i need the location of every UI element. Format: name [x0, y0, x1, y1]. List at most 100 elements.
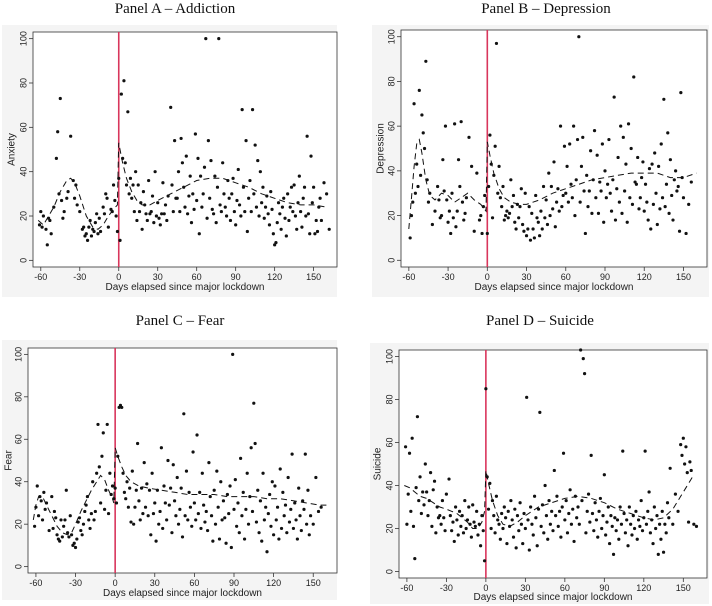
panel-a-data-point [152, 221, 156, 225]
panel-d-data-point [464, 526, 468, 531]
panel-d-data-point [452, 539, 456, 544]
panel-c-data-point [305, 522, 309, 526]
panel-d-data-point [425, 490, 429, 494]
panel-c-data-point [162, 484, 166, 488]
panel-d-data-point [598, 496, 602, 501]
panel-a-ytick-label: 0 [18, 258, 28, 263]
panel-a-data-point [231, 176, 235, 180]
panel-d-data-point [451, 520, 455, 524]
panel-d-data-point [551, 529, 555, 533]
panel-a-title: Panel A – Addiction [114, 1, 236, 17]
panel-a-data-point [283, 216, 287, 220]
panel-b-data-point [596, 211, 601, 215]
panel-d-data-point [565, 531, 570, 535]
panel-a-data-point [197, 232, 201, 236]
panel-c-data-point [273, 484, 277, 488]
panel-d-data-point [647, 490, 651, 494]
panel-a-data-point [128, 176, 133, 180]
panel-d-data-point [548, 522, 552, 526]
panel-d-data-point [550, 509, 554, 513]
panel-d-data-point [505, 541, 509, 546]
panel-b-data-point [561, 193, 565, 198]
panel-a-ytick-label: 60 [18, 122, 28, 132]
panel-b-data-point [599, 189, 603, 193]
panel-d-data-point [461, 531, 466, 535]
panel-b-data-point [552, 160, 556, 164]
panel-a-data-point [78, 209, 82, 214]
panel-a-data-point [135, 218, 139, 223]
panel-a-data-point [132, 209, 136, 214]
panel-b-data-point [411, 200, 415, 204]
panel-d-data-point [554, 514, 558, 518]
panel-b-data-point [420, 113, 424, 117]
panel-b-data-point [518, 205, 522, 209]
panel-b-data-point [408, 236, 412, 240]
panel-c-data-point [219, 480, 223, 484]
panel-c-data-point [203, 520, 207, 524]
panel-b-data-point [535, 216, 539, 220]
panel-b-data-point [464, 196, 468, 200]
panel-d-data-point [442, 516, 446, 520]
panel-b-data-point [412, 102, 416, 106]
panel-a-data-point [325, 192, 329, 196]
panel-d-data-point [494, 494, 499, 498]
panel-a-data-point [161, 181, 165, 185]
panel-b-data-point [543, 216, 547, 220]
panel-a-data-point [180, 161, 185, 165]
panel-a-data-point [178, 209, 182, 214]
panel-d-data-point [459, 524, 463, 528]
panel-b-data-point [447, 209, 451, 213]
panel-c-data-point [88, 526, 92, 531]
panel-b-xtick-label: 120 [637, 272, 652, 282]
panel-d-data-point [453, 505, 458, 509]
panel-a-data-point [282, 196, 286, 200]
panel-b-data-point [497, 164, 501, 168]
panel-c-data-point [91, 480, 95, 484]
panel-c-data-point [221, 499, 226, 503]
panel-c-data-point [99, 501, 103, 505]
panel-c-data-point [87, 518, 91, 522]
panel-b-data-point [510, 205, 514, 209]
panel-b-data-point [441, 158, 445, 162]
panel-a-data-point [204, 37, 208, 41]
panel-d-data-point [486, 507, 491, 511]
panel-d-data-point [685, 471, 689, 475]
panel-b-data-point [442, 189, 446, 193]
panel-b-data-point [568, 142, 572, 146]
panel-c-data-point [68, 514, 72, 518]
panel-d-data-point [673, 492, 678, 496]
panel-b-data-point [413, 191, 417, 195]
panel-d-data-point [473, 524, 477, 528]
panel-d-xtick-label: -60 [400, 583, 413, 593]
panel-a-ytick-label: 80 [18, 78, 28, 88]
panel-d-data-point [564, 498, 568, 503]
panel-b-data-point [483, 193, 487, 198]
panel-b-data-point [528, 238, 533, 242]
panel-c-data-point [223, 516, 227, 520]
panel-c-data-point [236, 501, 240, 505]
panel-d-data-point [601, 514, 605, 518]
panel-c-data-point [97, 465, 101, 469]
panel-c-data-point [40, 518, 45, 522]
panel-b-data-point [536, 220, 540, 224]
panel-d-data-point [614, 529, 618, 533]
panel-c-data-point [216, 505, 220, 509]
panel-c-data-point [43, 507, 47, 511]
panel-d-data-point [444, 492, 448, 496]
panel-c-data-point [306, 488, 310, 492]
panel-b-data-point [671, 218, 675, 222]
panel-a-data-point [165, 218, 169, 223]
panel-c-data-point [268, 492, 272, 497]
panel-a-data-point [195, 198, 199, 203]
panel-d-data-point [504, 516, 508, 520]
panel-b-data-point [433, 209, 437, 213]
panel-d-data-point [435, 505, 439, 509]
panel-d-data-point [606, 505, 610, 509]
panel-a-data-point [124, 183, 129, 187]
panel-b-data-point [498, 196, 502, 200]
panel-d-data-point [610, 524, 614, 528]
panel-d-data-point [660, 509, 664, 513]
panel-c-data-point [256, 488, 260, 492]
panel-a-data-point [232, 209, 236, 214]
panel-b-xaxis-title: Days elapsed since major lockdown [475, 282, 634, 293]
